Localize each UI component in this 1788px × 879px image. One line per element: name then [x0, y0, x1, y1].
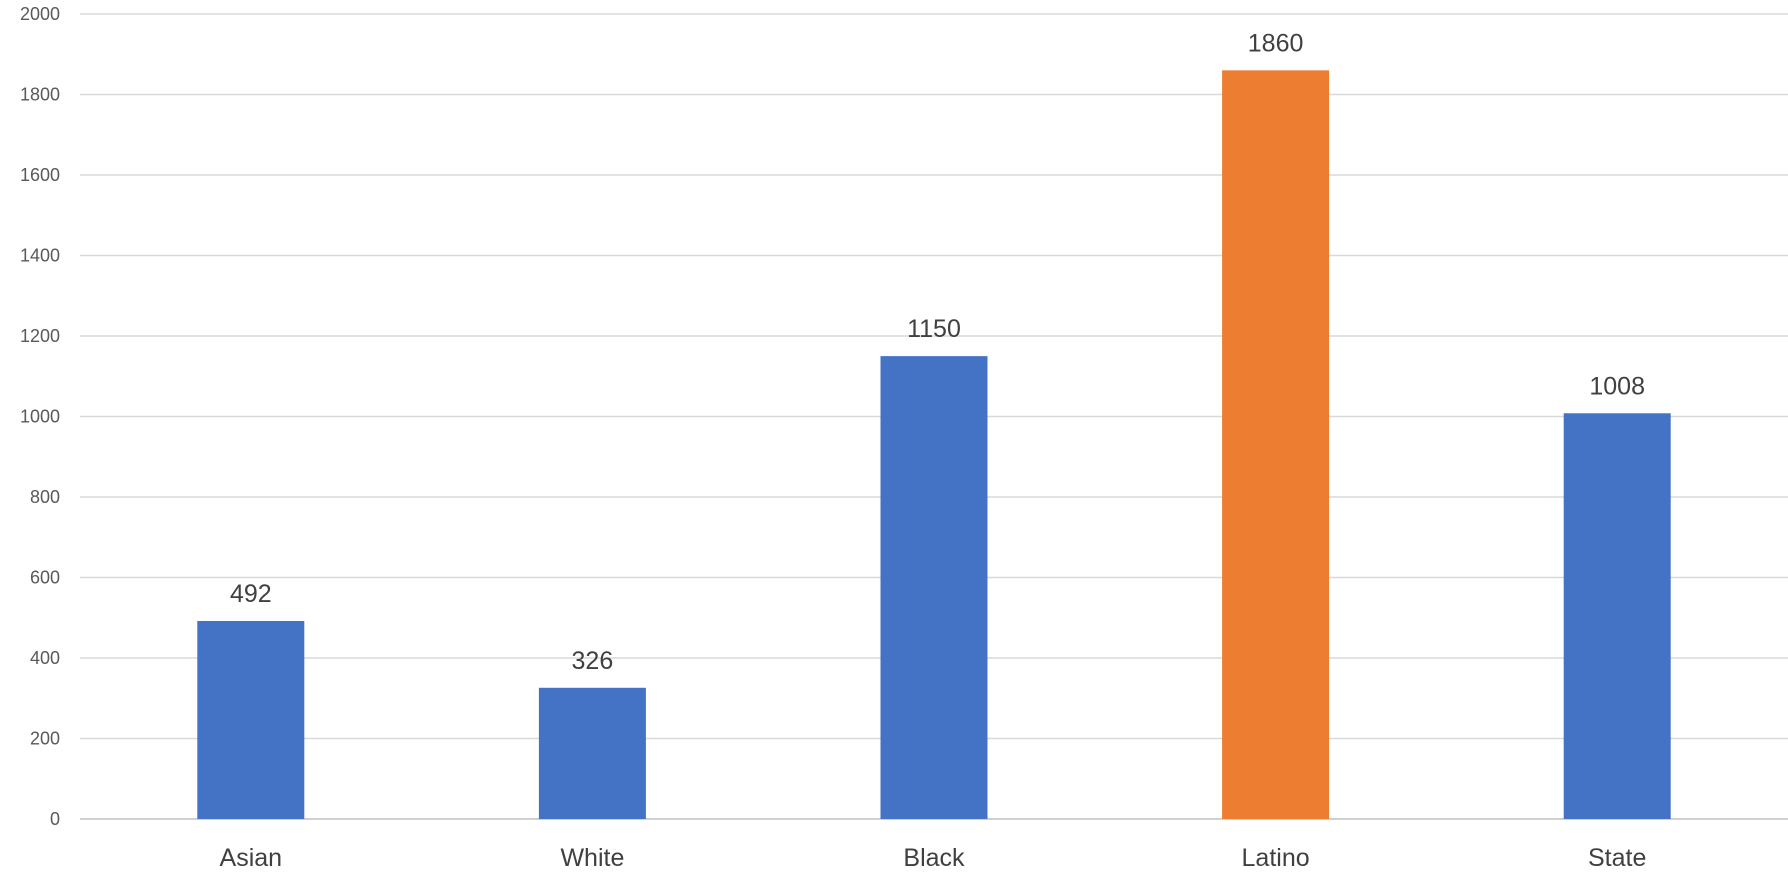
bar-latino	[1222, 70, 1330, 820]
y-tick-label: 400	[30, 648, 60, 668]
y-tick-label: 1800	[20, 85, 60, 105]
y-axis-ticks: 0 200 400 600 800 1000 1200 1400 1600 1800 2000	[20, 4, 60, 829]
y-tick-label: 600	[30, 568, 60, 588]
y-tick-label: 0	[50, 809, 60, 829]
x-tick-label-black: Black	[903, 844, 965, 872]
x-tick-label-asian: Asian	[220, 844, 283, 872]
y-tick-label: 1200	[20, 326, 60, 346]
bars	[197, 70, 1671, 820]
data-label-white: 326	[572, 647, 614, 675]
data-label-asian: 492	[230, 580, 272, 608]
data-labels: 492 326 1150 1860 1008	[230, 29, 1645, 674]
bar-asian	[197, 620, 305, 819]
y-tick-label: 800	[30, 487, 60, 507]
x-tick-label-white: White	[560, 844, 624, 872]
y-tick-label: 2000	[20, 4, 60, 24]
x-tick-label-state: State	[1588, 844, 1646, 872]
y-tick-label: 1400	[20, 246, 60, 266]
data-label-black: 1150	[907, 315, 961, 343]
y-tick-label: 1600	[20, 165, 60, 185]
bar-state	[1563, 413, 1671, 819]
data-label-latino: 1860	[1248, 29, 1304, 57]
data-label-state: 1008	[1589, 372, 1645, 400]
x-axis-ticks: Asian White Black Latino State	[220, 844, 1647, 872]
x-tick-label-latino: Latino	[1242, 844, 1310, 872]
bar-white	[538, 687, 646, 819]
bar-black	[880, 356, 988, 819]
y-tick-label: 1000	[20, 407, 60, 427]
y-tick-label: 200	[30, 729, 60, 749]
